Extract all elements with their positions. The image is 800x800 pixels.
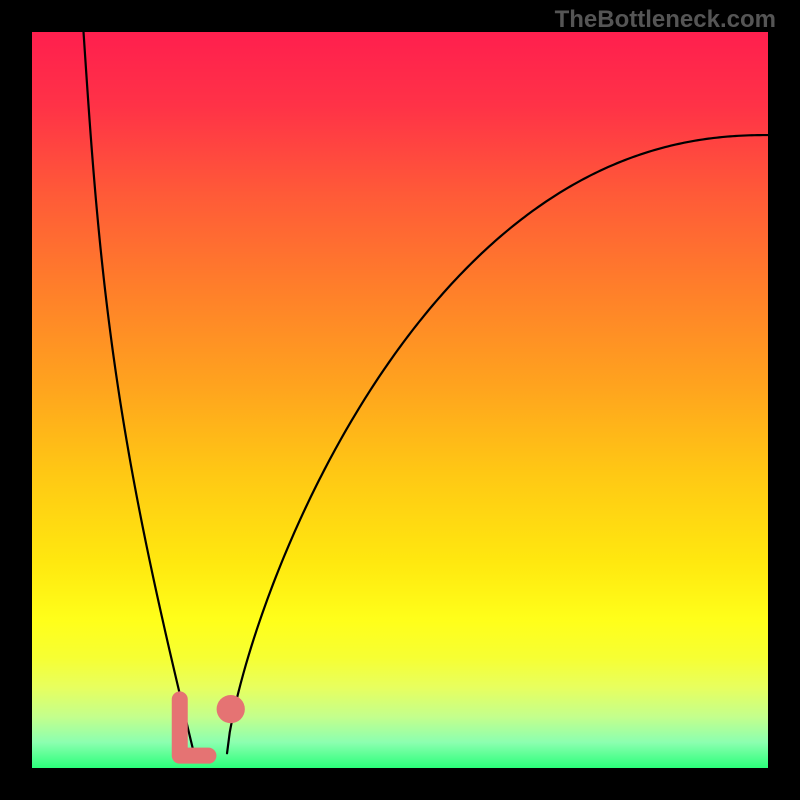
chart-frame: TheBottleneck.com	[0, 0, 800, 800]
gradient-background	[32, 32, 768, 768]
plot-svg	[32, 32, 768, 768]
plot-area	[32, 32, 768, 768]
watermark-text: TheBottleneck.com	[555, 6, 776, 34]
highlight-marker-dot	[217, 695, 245, 723]
